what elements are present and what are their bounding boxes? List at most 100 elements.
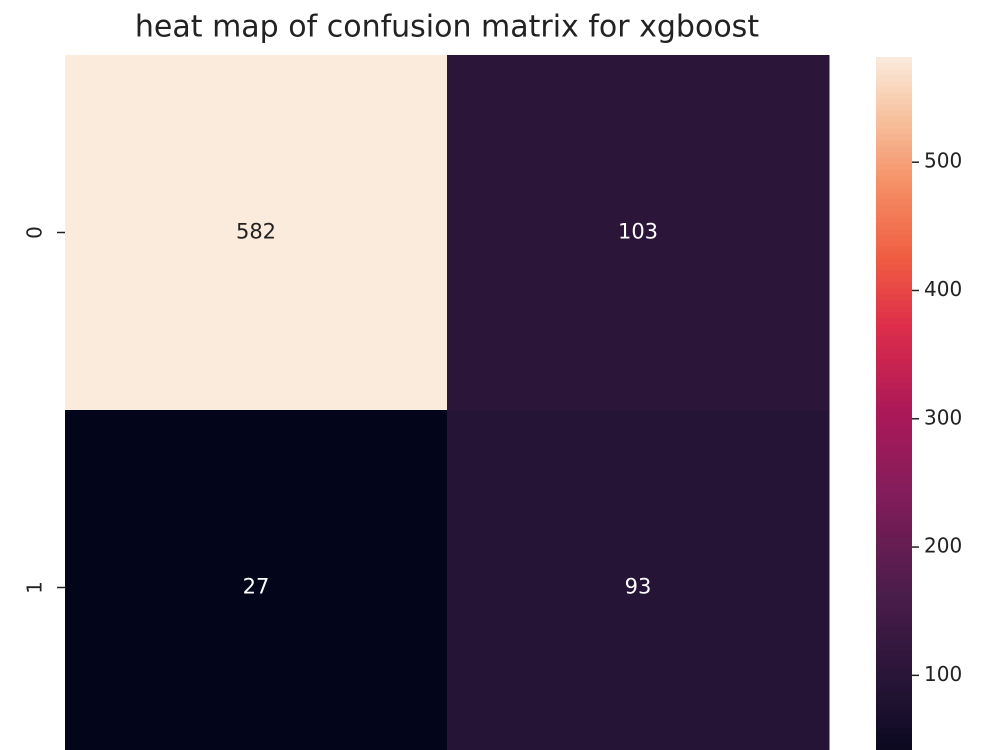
colorbar-segment <box>876 638 912 645</box>
colorbar-segment <box>876 484 912 491</box>
colorbar-segment <box>876 282 912 289</box>
colorbar-segment <box>876 632 912 640</box>
colorbar-segment <box>876 229 912 236</box>
colorbar-segment <box>876 555 912 562</box>
colorbar-segment <box>876 525 912 533</box>
colorbar-segment <box>876 507 912 515</box>
colorbar-segment <box>876 697 912 705</box>
colorbar-segment <box>876 430 912 438</box>
colorbar-segment <box>876 365 912 373</box>
colorbar-tick-label: 100 <box>924 662 962 686</box>
colorbar-segment <box>876 128 912 135</box>
colorbar-segment <box>876 193 912 200</box>
colorbar-segment <box>876 306 912 313</box>
colorbar-segment <box>876 644 912 651</box>
colorbar-segment <box>876 92 912 100</box>
colorbar-segment <box>876 270 912 278</box>
plot-area: 582 103 27 93 0 1 100 200 300 400 500 <box>23 55 962 750</box>
colorbar-segment <box>876 424 912 432</box>
colorbar-segment <box>876 252 912 260</box>
colorbar-segment <box>876 537 912 545</box>
colorbar-segment <box>876 496 912 503</box>
colorbar-segment <box>876 217 912 224</box>
colorbar-segment <box>876 691 912 699</box>
colorbar-segment <box>876 235 912 242</box>
colorbar-segment <box>876 151 912 159</box>
colorbar-segment <box>876 240 912 248</box>
colorbar-segment <box>876 157 912 165</box>
colorbar-segment <box>876 74 912 82</box>
colorbar-segment <box>876 448 912 456</box>
colorbar-segment <box>876 513 912 521</box>
colorbar-segment <box>876 680 912 687</box>
colorbar-segment <box>876 466 912 473</box>
colorbar-segment <box>876 531 912 539</box>
colorbar-segment <box>876 276 912 284</box>
colorbar-segment <box>876 733 912 740</box>
colorbar-segment <box>876 359 912 367</box>
colorbar-segment <box>876 709 912 717</box>
colorbar-segment <box>876 502 912 509</box>
colorbar-tick-label: 200 <box>924 534 962 558</box>
colorbar-segment <box>876 335 912 343</box>
colorbar-segment <box>876 169 912 177</box>
colorbar-segment <box>876 104 912 111</box>
colorbar-segment <box>876 264 912 272</box>
colorbar-segment <box>876 122 912 129</box>
colorbar-segment <box>876 662 912 669</box>
colorbar-segment <box>876 223 912 230</box>
colorbar-segment <box>876 318 912 325</box>
colorbar-segment <box>876 347 912 355</box>
colorbar-segment <box>876 442 912 450</box>
colorbar-segment <box>876 163 912 171</box>
y-tick-label: 1 <box>23 581 47 594</box>
colorbar-segment <box>876 395 912 402</box>
colorbar-segment <box>876 401 912 408</box>
colorbar-segment <box>876 490 912 497</box>
colorbar-segment <box>876 146 912 153</box>
colorbar-segment <box>876 650 912 657</box>
colorbar-segment <box>876 181 912 189</box>
colorbar-segment <box>876 656 912 663</box>
colorbar-segment <box>876 472 912 479</box>
colorbar-segment <box>876 561 912 568</box>
colorbar-segment <box>876 573 912 580</box>
colorbar-segment <box>876 258 912 266</box>
heatmap-cell <box>65 55 448 411</box>
colorbar-segment <box>876 579 912 586</box>
colorbar-segment <box>876 110 912 117</box>
colorbar-segment <box>876 377 912 384</box>
y-tick-label: 0 <box>23 226 47 239</box>
colorbar-tick-label: 400 <box>924 277 962 301</box>
colorbar-segment <box>876 68 912 76</box>
cell-label: 582 <box>236 220 276 244</box>
colorbar-segment <box>876 703 912 711</box>
colorbar-segment <box>876 668 912 675</box>
colorbar-segment <box>876 116 912 123</box>
cell-label: 27 <box>243 575 270 599</box>
colorbar-segment <box>876 685 912 693</box>
colorbar-segment <box>876 418 912 426</box>
colorbar-tick-label: 300 <box>924 405 962 429</box>
colorbar-segment <box>876 620 912 628</box>
colorbar-segment <box>876 596 912 604</box>
colorbar-segment <box>876 211 912 218</box>
colorbar-segment <box>876 288 912 295</box>
colorbar-segment <box>876 715 912 723</box>
colorbar-segment <box>876 567 912 574</box>
colorbar-tick-label: 500 <box>924 149 962 173</box>
colorbar-segment <box>876 300 912 307</box>
colorbar-segment <box>876 674 912 681</box>
cell-label: 93 <box>625 575 652 599</box>
colorbar-segment <box>876 413 912 420</box>
heatmap-cell <box>447 410 830 750</box>
cell-label: 103 <box>618 220 658 244</box>
heatmap-cell <box>447 55 830 411</box>
colorbar-segment <box>876 383 912 390</box>
chart-title: heat map of confusion matrix for xgboost <box>135 10 759 45</box>
colorbar-segment <box>876 205 912 212</box>
colorbar-segment <box>876 585 912 592</box>
colorbar-segment <box>876 727 912 734</box>
colorbar-segment <box>876 187 912 195</box>
colorbar-segment <box>876 98 912 106</box>
